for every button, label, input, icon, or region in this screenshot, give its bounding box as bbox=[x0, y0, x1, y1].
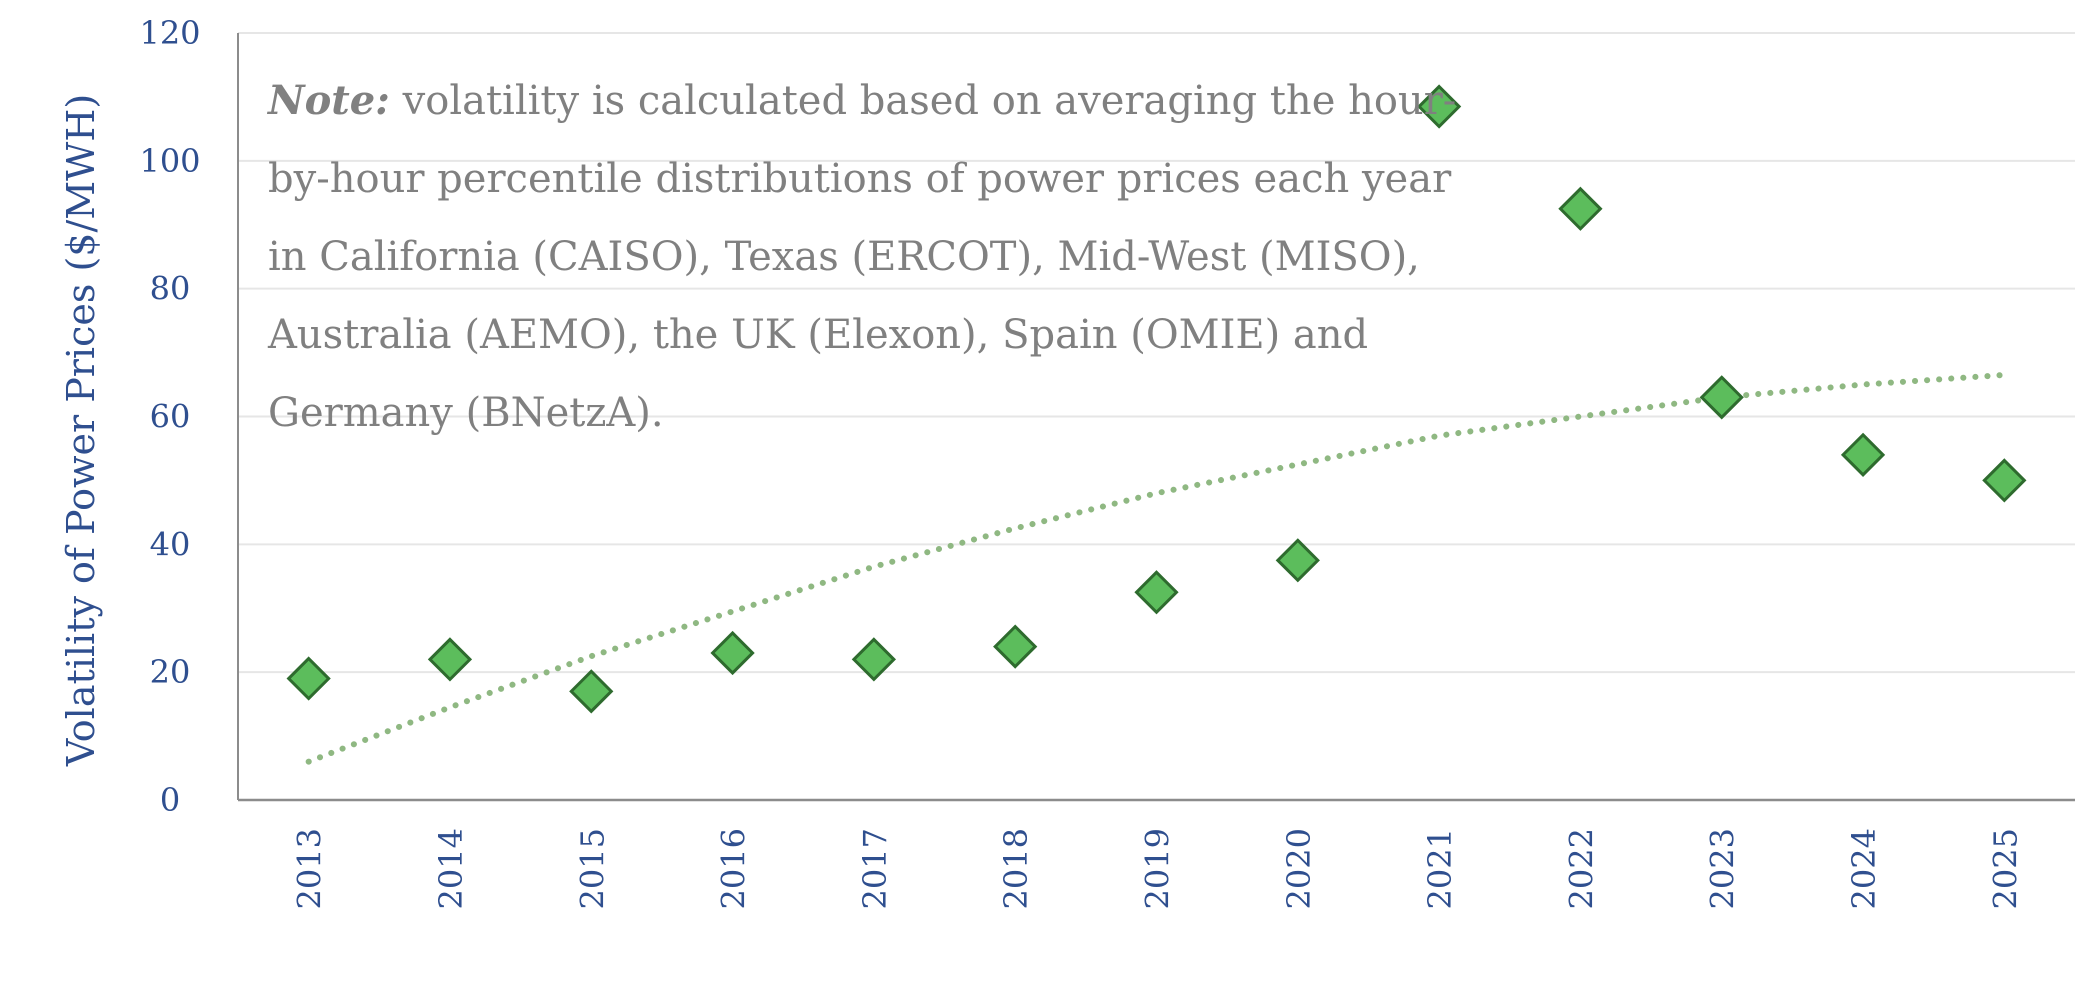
y-tick-label: 0 bbox=[160, 781, 180, 819]
x-tick-label: 2021 bbox=[1421, 828, 1459, 909]
data-point-2013 bbox=[286, 656, 331, 701]
y-tick-labels: 0 20 40 60 80 100 120 bbox=[139, 14, 200, 819]
y-tick-label: 80 bbox=[150, 270, 191, 308]
gridlines bbox=[238, 32, 2075, 674]
data-point-2019 bbox=[1134, 570, 1179, 615]
note-annotation: Note: volatility is calculated based on … bbox=[268, 62, 1468, 452]
y-axis-label: Volatility of Power Prices ($/MWH) bbox=[59, 94, 103, 767]
data-point-2024 bbox=[1840, 432, 1886, 477]
data-point-2017 bbox=[851, 637, 897, 682]
x-tick-label: 2020 bbox=[1280, 828, 1318, 909]
y-tick-label: 20 bbox=[150, 653, 191, 691]
x-tick-labels: 2013 2014 2015 2016 2017 2018 2019 2020 2021 2022… bbox=[291, 828, 2025, 909]
x-tick-label: 2025 bbox=[1986, 828, 2024, 909]
axes bbox=[237, 33, 2075, 802]
data-point-2023 bbox=[1699, 375, 1744, 420]
y-tick-label: 40 bbox=[150, 525, 191, 563]
x-tick-label: 2013 bbox=[291, 828, 329, 909]
x-tick-label: 2024 bbox=[1845, 828, 1883, 909]
data-point-2014 bbox=[427, 637, 473, 682]
y-tick-label: 120 bbox=[139, 14, 200, 52]
x-tick-label: 2017 bbox=[856, 828, 894, 909]
y-tick-label: 60 bbox=[150, 398, 191, 436]
x-tick-label: 2023 bbox=[1704, 828, 1742, 909]
y-tick-label: 100 bbox=[139, 142, 200, 180]
data-point-2018 bbox=[993, 624, 1038, 669]
data-point-2016 bbox=[710, 630, 755, 676]
data-point-2021 bbox=[1416, 84, 1462, 129]
data-point-2025 bbox=[1982, 458, 2027, 503]
data-point-2015 bbox=[569, 669, 614, 714]
x-tick-label: 2019 bbox=[1139, 828, 1177, 909]
x-tick-label: 2014 bbox=[432, 828, 470, 909]
x-tick-label: 2022 bbox=[1562, 828, 1600, 909]
x-tick-label: 2018 bbox=[997, 828, 1035, 909]
data-point-2022 bbox=[1558, 186, 1603, 231]
x-tick-label: 2015 bbox=[573, 828, 611, 909]
note-lead: Note: bbox=[268, 77, 390, 124]
data-points bbox=[286, 84, 2027, 714]
data-point-2020 bbox=[1275, 538, 1320, 583]
note-text: volatility is calculated based on averag… bbox=[268, 78, 1457, 436]
x-tick-label: 2016 bbox=[715, 828, 753, 909]
